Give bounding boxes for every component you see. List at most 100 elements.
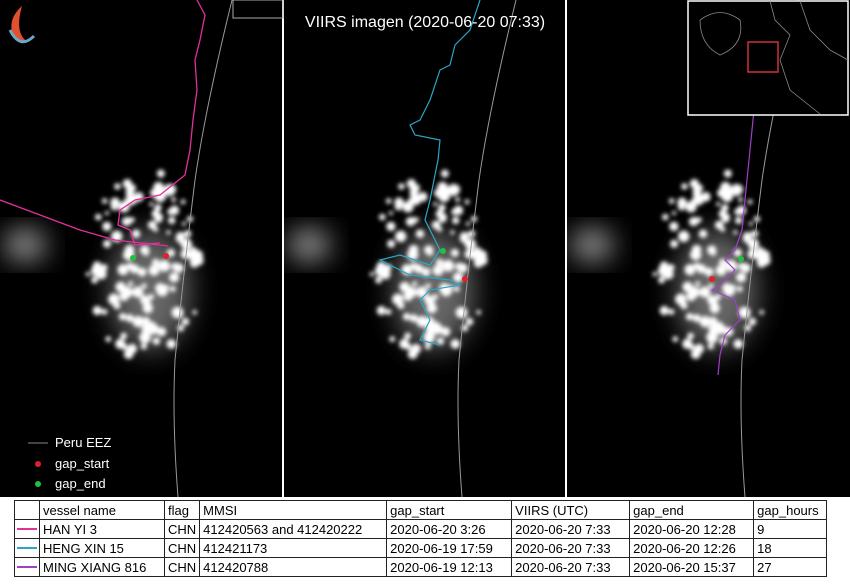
light [709, 316, 718, 325]
light [105, 336, 112, 343]
light [437, 181, 448, 193]
light [152, 337, 161, 345]
swatch-cell [14, 519, 40, 539]
light [734, 208, 741, 216]
light [140, 299, 146, 305]
light [169, 285, 176, 292]
light [131, 347, 136, 353]
light [415, 347, 420, 353]
light [659, 261, 669, 270]
light [689, 179, 699, 189]
light [156, 169, 165, 178]
light [416, 315, 429, 328]
light [156, 326, 167, 337]
light [171, 262, 180, 271]
swatch-cell [14, 500, 40, 520]
cell: 2020-06-20 12:28 [629, 519, 755, 539]
light [676, 298, 682, 304]
light [686, 290, 697, 301]
light [707, 299, 713, 305]
light [699, 286, 711, 298]
light [394, 197, 404, 207]
light [376, 305, 386, 316]
light [418, 192, 428, 202]
light [140, 343, 148, 350]
light [436, 226, 443, 232]
light [742, 231, 752, 241]
light [718, 258, 727, 267]
gap-start-dot [163, 253, 169, 259]
light [658, 276, 666, 284]
light [174, 309, 184, 319]
title: VIIRS imagen (2020-06-20 07:33) [305, 14, 545, 31]
light [723, 169, 732, 178]
light [698, 347, 703, 353]
light [751, 230, 759, 238]
track-heng-xin-15 [378, 0, 481, 346]
light [104, 211, 110, 216]
cell: 2020-06-19 12:13 [386, 557, 513, 577]
light [411, 186, 419, 194]
light [677, 230, 690, 243]
light [465, 317, 474, 326]
header-cell: gap_hours [753, 500, 828, 520]
light [720, 181, 731, 193]
light [388, 211, 394, 216]
light [132, 315, 145, 328]
track-ming-xiang-816 [710, 99, 756, 376]
light [421, 267, 431, 277]
light [464, 249, 475, 260]
light [450, 230, 455, 235]
light [166, 230, 171, 235]
light [733, 230, 738, 235]
light [476, 250, 488, 261]
light [670, 239, 679, 248]
light [448, 265, 454, 271]
light [385, 308, 392, 315]
light [127, 186, 135, 194]
light [132, 286, 144, 298]
light [652, 271, 658, 277]
vessel-table: vessel name flag MMSI gap_start VIIRS (U… [14, 500, 828, 577]
light [153, 181, 164, 193]
light [721, 214, 730, 223]
light [369, 271, 375, 277]
light [432, 293, 439, 300]
light [175, 231, 185, 241]
light [389, 336, 396, 343]
light [453, 285, 460, 292]
track-han-yi-3 [0, 0, 206, 247]
light [409, 314, 418, 323]
light [741, 309, 751, 319]
light [154, 204, 162, 212]
light [452, 272, 464, 283]
light [137, 267, 147, 277]
light [109, 298, 115, 304]
light [379, 213, 386, 221]
light [721, 190, 734, 203]
light [667, 264, 675, 272]
light [455, 197, 461, 203]
light [671, 211, 677, 216]
light [450, 184, 461, 195]
light [387, 239, 396, 248]
light [164, 265, 170, 271]
header-cell: flag [163, 500, 201, 520]
light [415, 229, 425, 239]
light [668, 308, 675, 315]
gap-start-dot [462, 276, 468, 282]
light [398, 183, 405, 190]
cell: 412420563 and 412420222 [199, 519, 388, 539]
light [735, 272, 747, 283]
light [747, 249, 758, 260]
light [152, 226, 159, 232]
light [394, 230, 407, 243]
light [744, 324, 752, 332]
light [694, 186, 702, 194]
inset-focus [747, 41, 779, 73]
light [180, 199, 186, 205]
light [715, 264, 727, 276]
light [392, 293, 404, 305]
light [701, 192, 711, 202]
